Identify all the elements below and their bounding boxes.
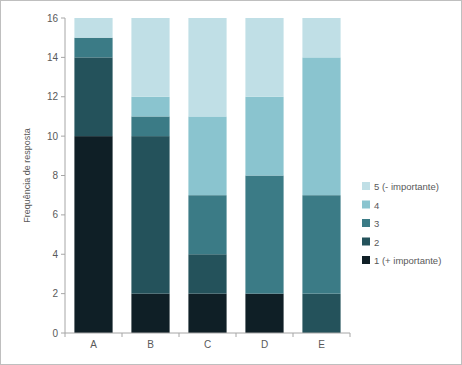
x-tick [236, 333, 237, 337]
chart-svg: 0 2 4 6 8 10 12 14 16 A B C D E Frequência de resposta… [0, 0, 462, 365]
y-tick-label: 14 [47, 52, 59, 63]
chart-container: 0 2 4 6 8 10 12 14 16 A B C D E Frequência de resposta… [0, 0, 462, 365]
bar-segment [131, 18, 169, 97]
y-tick-label: 6 [52, 209, 58, 220]
y-tick [61, 175, 65, 176]
bar-segment [245, 176, 283, 294]
y-tick [61, 254, 65, 255]
bar-segment [188, 254, 226, 293]
chart-frame [1, 1, 462, 365]
legend-swatch [362, 182, 370, 190]
bar-segment [188, 294, 226, 333]
legend-label: 5 (- importante) [374, 181, 439, 192]
y-tick [61, 96, 65, 97]
y-axis-label: Frequência de resposta [22, 128, 32, 223]
bar-segment [245, 97, 283, 176]
y-tick [61, 293, 65, 294]
legend-label: 1 (+ importante) [374, 255, 441, 266]
bar-segment [74, 18, 112, 38]
bar-segment [302, 57, 340, 195]
legend-label: 2 [374, 237, 379, 248]
bar-segment [245, 294, 283, 333]
y-tick-label: 12 [47, 91, 59, 102]
bar-segment [245, 18, 283, 97]
y-tick-label: 8 [52, 170, 58, 181]
y-tick [61, 57, 65, 58]
legend-swatch [362, 256, 370, 264]
bar-segment [131, 294, 169, 333]
y-tick [61, 136, 65, 137]
y-tick-label: 4 [52, 249, 58, 260]
bar-segment [74, 136, 112, 333]
legend-label: 4 [374, 200, 379, 211]
bar-segment [188, 18, 226, 116]
y-tick-label: 10 [47, 131, 59, 142]
bar-segment [74, 57, 112, 136]
y-tick-label: 16 [47, 13, 59, 24]
y-tick-label: 2 [52, 288, 58, 299]
legend-label: 3 [374, 218, 379, 229]
x-axis-line [65, 333, 350, 334]
x-tick-label: D [261, 339, 268, 350]
x-tick [350, 333, 351, 337]
y-tick [61, 214, 65, 215]
legend-swatch [362, 238, 370, 246]
legend-swatch [362, 219, 370, 227]
legend-swatch [362, 201, 370, 209]
x-tick [122, 333, 123, 337]
x-tick [65, 333, 66, 337]
legend: 5 (- importante) 4 3 2 1 (+ importante) [362, 181, 441, 266]
x-tick-label: B [147, 339, 154, 350]
bar-segment [131, 136, 169, 294]
x-tick-label: A [90, 339, 97, 350]
x-tick [293, 333, 294, 337]
bar-segment [302, 294, 340, 333]
y-tick-label: 0 [52, 328, 58, 339]
bar-segment [188, 195, 226, 254]
y-tick [61, 18, 65, 19]
bar-segment [131, 97, 169, 117]
y-tick [61, 333, 65, 334]
bar-segment [74, 38, 112, 58]
bar-segment [302, 18, 340, 57]
x-tick-label: C [204, 339, 211, 350]
x-tick [179, 333, 180, 337]
bar-segment [188, 116, 226, 195]
bar-segment [131, 116, 169, 136]
bars [74, 18, 340, 333]
bar-segment [302, 195, 340, 293]
x-tick-label: E [318, 339, 325, 350]
